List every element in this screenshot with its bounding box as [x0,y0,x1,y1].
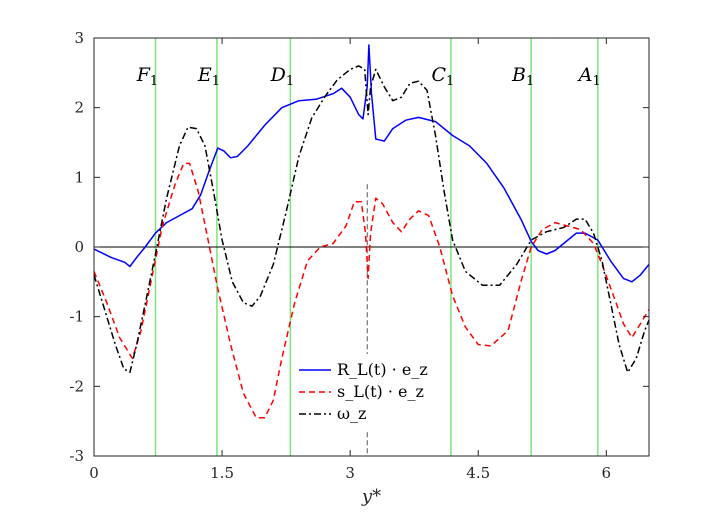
region-label-letter: C [431,64,446,86]
region-label: E1 [197,64,220,89]
series-line [93,65,650,374]
x-tick-label: 0 [89,464,99,482]
region-label-sub: 1 [526,74,534,89]
x-axis-label: y* [361,486,381,507]
region-label: C1 [431,64,454,89]
y-tick-label: 0 [74,238,84,256]
region-label-sub: 1 [150,74,158,89]
region-label-sub: 1 [286,74,294,89]
legend-label: ω_z [337,404,366,423]
series-line [93,44,650,283]
y-tick-label: 1 [74,168,84,186]
region-label: B1 [511,64,534,89]
x-tick-label: 6 [602,464,612,482]
region-label-letter: D [270,64,286,86]
x-tick-label: 4.5 [466,464,490,482]
region-label-sub: 1 [592,74,600,89]
y-tick-label: 2 [74,99,84,117]
region-label-letter: E [197,64,212,86]
region-labels: F1 E1 D1 C1 B1 A1 [136,64,601,89]
axis-ticks: 0 1.5 3 4.5 6 -3 -2 -1 0 1 2 3 [69,29,649,482]
region-label: A1 [577,64,601,89]
y-tick-label: 3 [74,29,84,47]
series-group [93,44,650,419]
region-label-letter: A [577,64,593,86]
legend: R_L(t) · e_z s_L(t) · e_z ω_z [295,354,445,430]
x-tick-label: 1.5 [210,464,234,482]
x-tick-label: 3 [345,464,355,482]
region-label: D1 [270,64,295,89]
series-line [93,162,650,419]
region-label-letter: B [511,64,526,86]
y-tick-label: -2 [69,377,84,395]
region-label: F1 [136,64,158,89]
region-label-sub: 1 [446,74,454,89]
region-label-sub: 1 [212,74,220,89]
region-label-letter: F [136,64,151,86]
legend-label: s_L(t) · e_z [337,382,424,401]
y-tick-label: -3 [69,447,84,465]
y-tick-label: -1 [69,308,84,326]
legend-label: R_L(t) · e_z [337,360,428,379]
